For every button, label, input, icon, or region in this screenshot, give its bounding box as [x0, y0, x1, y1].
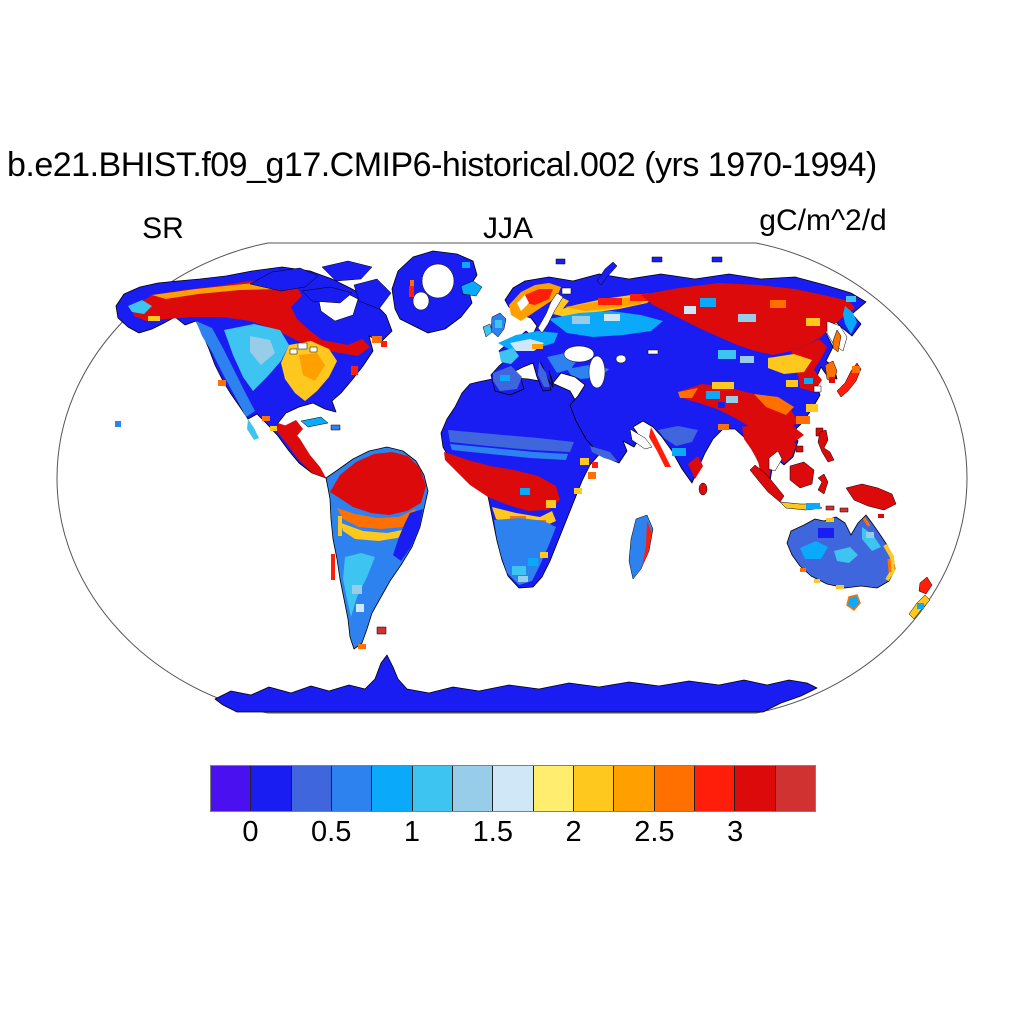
- cuba: [300, 416, 329, 428]
- greenland: [391, 250, 483, 334]
- eurasia: [482, 256, 897, 518]
- colorbar-tick-label: 1.5: [472, 816, 513, 848]
- persian-gulf: [629, 428, 653, 450]
- colorbar-cell: [775, 766, 815, 811]
- falklands: [376, 626, 387, 635]
- caspian-sea: [588, 355, 606, 389]
- new-zealand-north: [918, 576, 933, 595]
- tasmania: [846, 594, 861, 612]
- colorbar-cell: [654, 766, 695, 811]
- plot-title: b.e21.BHIST.f09_g17.CMIP6-historical.002…: [7, 146, 877, 184]
- colorbar-tick-label: 0: [242, 816, 259, 848]
- colorbar-tick-label: 2.5: [634, 816, 675, 848]
- colorbar-tick-label: 1: [403, 816, 421, 848]
- colorbar-tick-label: 0.5: [311, 816, 352, 848]
- novaya-zemlya: [596, 261, 618, 286]
- borneo: [789, 461, 815, 489]
- projection-outline: [56, 242, 968, 714]
- south-america: [325, 446, 429, 650]
- colorbar-cell: [694, 766, 736, 811]
- iceland: [460, 280, 483, 297]
- colorbar-tick-labels: 0 0.5 1 1.5 2 2.5 3: [210, 816, 816, 850]
- colorbar: [210, 765, 816, 812]
- north-america: [115, 260, 393, 479]
- colorbar-cell: [211, 766, 252, 811]
- hainan: [795, 445, 804, 453]
- colorbar-cell: [331, 766, 373, 811]
- colorbar-tick-label: 3: [727, 816, 744, 848]
- season-label: JJA: [482, 212, 534, 245]
- colorbar-cell: [251, 766, 292, 811]
- ireland: [482, 323, 493, 338]
- madagascar: [628, 514, 654, 580]
- sakhalin: [832, 329, 842, 353]
- australia: [786, 514, 933, 620]
- variable-label: SR: [142, 212, 184, 245]
- africa: [440, 376, 654, 589]
- baltic-sea: [537, 292, 564, 334]
- black-sea: [563, 345, 595, 363]
- colorbar-cell: [735, 766, 776, 811]
- colorbar-cell: [573, 766, 615, 811]
- colorbar-cell: [452, 766, 494, 811]
- sulawesi: [817, 473, 829, 495]
- colorbar-tick-label: 2: [565, 816, 582, 848]
- colorbar-cell: [533, 766, 574, 811]
- units-label: gC/m^2/d: [759, 204, 887, 237]
- philippines: [817, 429, 835, 463]
- colorbar-cell: [372, 766, 413, 811]
- colorbar-cell: [412, 766, 453, 811]
- antarctica: [214, 654, 818, 713]
- kamchatka: [843, 306, 857, 334]
- hawaii: [115, 421, 121, 427]
- colorbar-cell: [614, 766, 655, 811]
- sri-lanka: [698, 482, 708, 496]
- colorbar-cell: [291, 766, 332, 811]
- colorbar-cell: [493, 766, 534, 811]
- hispaniola: [330, 424, 341, 431]
- new-guinea: [845, 483, 897, 511]
